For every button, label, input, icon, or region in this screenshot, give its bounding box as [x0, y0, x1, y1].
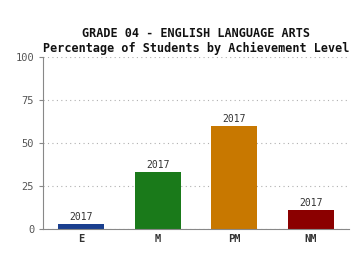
- Title: GRADE 04 - ENGLISH LANGUAGE ARTS
Percentage of Students by Achievement Level: GRADE 04 - ENGLISH LANGUAGE ARTS Percent…: [43, 27, 350, 55]
- Text: 2017: 2017: [223, 114, 246, 124]
- Text: 2017: 2017: [70, 212, 93, 222]
- Bar: [135, 172, 181, 229]
- Bar: [288, 210, 334, 229]
- Text: 2017: 2017: [146, 160, 170, 171]
- Bar: [58, 224, 104, 229]
- Bar: [211, 126, 257, 229]
- Text: 2017: 2017: [299, 198, 323, 208]
